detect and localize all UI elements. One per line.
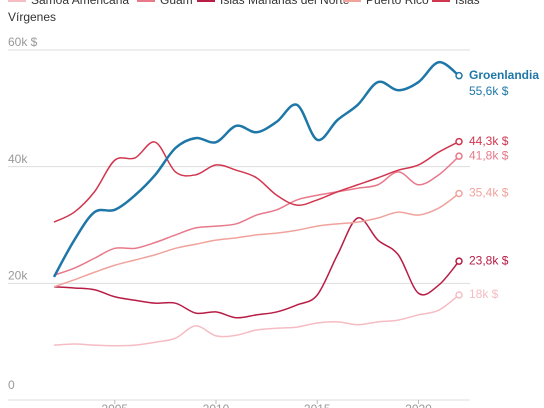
y-tick-label: 0 bbox=[8, 378, 15, 392]
end-marker bbox=[455, 71, 463, 80]
series-line bbox=[53, 192, 460, 288]
series-line bbox=[53, 294, 460, 347]
series-line bbox=[53, 217, 460, 319]
series-line bbox=[53, 140, 460, 223]
end-marker bbox=[455, 137, 463, 146]
legend-label: Islas Marianas del Norte bbox=[220, 0, 350, 7]
x-tick-label: 2010 bbox=[203, 402, 230, 408]
y-tick-label: 40k bbox=[8, 152, 28, 166]
series-line bbox=[52, 60, 460, 278]
data-label: 41,8k $ bbox=[469, 148, 509, 162]
end-name: Groenlandia bbox=[469, 68, 539, 82]
end-marker bbox=[455, 291, 463, 299]
x-tick-label: 2015 bbox=[304, 402, 331, 408]
legend-label-line: Vírgenes bbox=[8, 10, 56, 24]
legend-label: Islas Vírgenes bbox=[8, 0, 480, 24]
x-tick-label: 2020 bbox=[405, 402, 432, 408]
data-label: 44,3k $ bbox=[469, 134, 509, 148]
legend-label: Guam bbox=[160, 0, 193, 7]
y-tick-label: 20k bbox=[8, 269, 28, 283]
data-label: 55,6k $ bbox=[469, 84, 509, 98]
series-line bbox=[53, 155, 460, 276]
legend-label: Puerto Rico bbox=[366, 0, 429, 7]
legend-label-line: Islas bbox=[455, 0, 480, 7]
end-marker bbox=[455, 152, 463, 160]
data-label: 23,8k $ bbox=[469, 253, 509, 267]
legend-label: Samoa Americana bbox=[31, 0, 129, 7]
data-label: 35,4k $ bbox=[469, 186, 509, 200]
y-tick-label: 60k $ bbox=[8, 35, 38, 49]
x-tick-label: 2005 bbox=[101, 402, 128, 408]
end-marker bbox=[455, 189, 463, 198]
end-marker bbox=[455, 257, 463, 265]
data-label: 18k $ bbox=[469, 287, 499, 301]
